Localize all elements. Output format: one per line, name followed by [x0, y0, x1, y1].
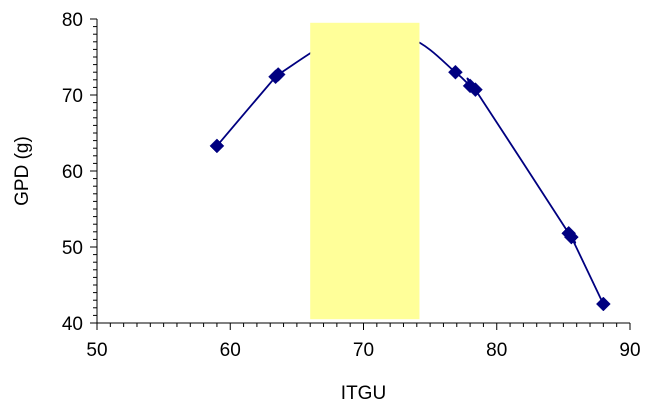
highlight-band	[310, 22, 420, 320]
y-axis-title: GPD (g)	[12, 136, 33, 206]
x-tick-label: 70	[353, 340, 374, 361]
data-point-0-5	[468, 82, 483, 98]
band-layer	[310, 22, 420, 320]
x-axis-title: ITGU	[341, 383, 386, 404]
data-point-0-0	[209, 138, 225, 154]
y-tick-label: 50	[62, 238, 83, 259]
data-point-0-7	[564, 229, 579, 245]
x-tick-label: 80	[486, 340, 507, 361]
data-point-0-3	[448, 64, 463, 80]
y-tick-label: 70	[62, 86, 83, 107]
series-layer	[209, 29, 611, 312]
x-tick-label: 60	[220, 340, 241, 361]
x-tick-label: 90	[619, 340, 640, 361]
data-point-0-2	[270, 67, 286, 82]
y-tick-label: 40	[62, 314, 83, 335]
y-tick-label: 60	[62, 162, 83, 183]
data-point-0-8	[595, 296, 611, 312]
x-tick-label: 50	[86, 340, 107, 361]
y-tick-label: 80	[62, 10, 83, 31]
axes-layer	[90, 18, 631, 330]
